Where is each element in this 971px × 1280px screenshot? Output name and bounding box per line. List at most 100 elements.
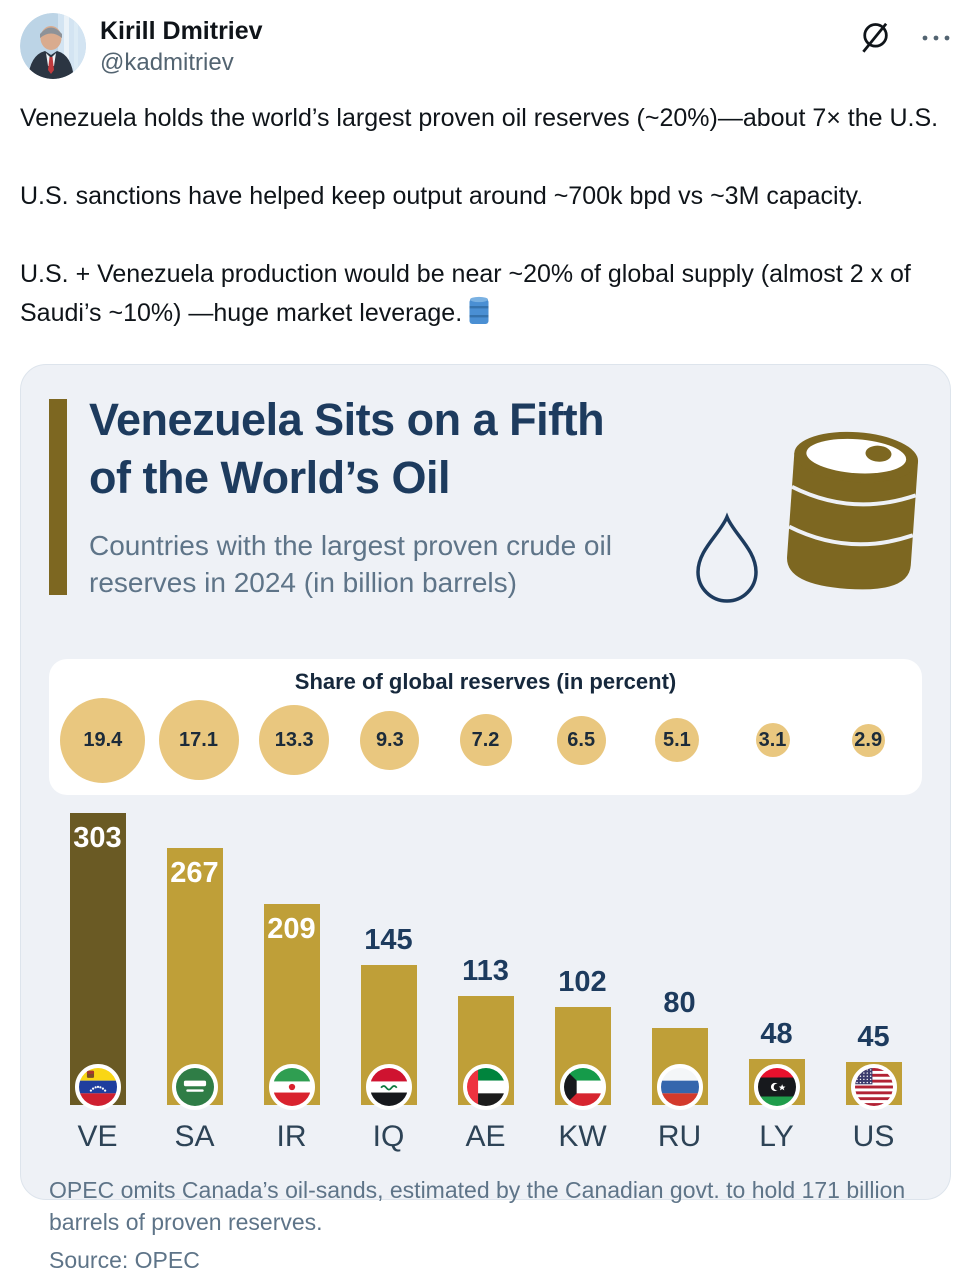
share-bubble-cell: 17.1 xyxy=(151,700,247,780)
share-value: 7.2 xyxy=(471,728,500,751)
flag-usa-icon xyxy=(850,1064,897,1110)
author-name[interactable]: Kirill Dmitriev xyxy=(100,17,263,45)
avatar-photo xyxy=(20,13,86,79)
share-value: 13.3 xyxy=(274,728,314,751)
share-bubble-VE: 19.4 xyxy=(60,697,146,783)
share-bubble-cell: 13.3 xyxy=(246,705,342,775)
bar-cell-KW: 102 KW xyxy=(534,805,631,1154)
share-value: 5.1 xyxy=(662,728,691,751)
share-value: 19.4 xyxy=(83,728,123,751)
oil-drop-icon xyxy=(696,512,758,603)
share-bubble-US: 2.9 xyxy=(851,723,885,757)
chart-title: Venezuela Sits on a Fifth of the World’s… xyxy=(89,391,922,507)
flag-venezuela-icon xyxy=(74,1064,121,1110)
country-code-LY: LY xyxy=(759,1120,794,1153)
bar-cell-AE: 113 AE xyxy=(437,805,534,1154)
bar-plot: 303 xyxy=(49,805,146,1110)
bar-cell-IR: 209 IR xyxy=(243,805,340,1154)
infographic-header: Venezuela Sits on a Fifth of the World’s… xyxy=(49,389,922,647)
share-value: 6.5 xyxy=(567,728,596,751)
share-bubble-cell: 3.1 xyxy=(725,723,821,757)
share-bubbles: 19.4 17.1 13.3 9.3 7.2 6.5 5.1 3.1 2.9 xyxy=(55,695,916,785)
flag-iran-icon xyxy=(268,1064,315,1110)
country-code-IR: IR xyxy=(276,1120,307,1153)
bar-cell-LY: 48 LY xyxy=(728,805,825,1154)
grok-icon xyxy=(862,22,888,53)
title-accent-bar xyxy=(49,399,67,595)
share-bubble-IR: 13.3 xyxy=(259,705,330,775)
tweet-paragraph-text: U.S. sanctions have helped keep output a… xyxy=(20,182,864,210)
share-bubble-RU: 5.1 xyxy=(654,718,699,762)
grok-button[interactable] xyxy=(853,16,897,60)
share-panel: Share of global reserves (in percent) 19… xyxy=(49,659,922,795)
bar-plot: 267 xyxy=(146,805,243,1110)
share-bubble-LY: 3.1 xyxy=(755,723,790,757)
bar-SA xyxy=(166,848,223,1105)
infographic-card[interactable]: Venezuela Sits on a Fifth of the World’s… xyxy=(20,364,951,1273)
flag-uae-icon xyxy=(462,1064,509,1110)
tweet-paragraph-text: Venezuela holds the world’s largest prov… xyxy=(20,104,939,132)
chart-title-line2: of the World’s Oil xyxy=(89,452,451,503)
oil-drum-emoji xyxy=(468,296,490,338)
bar-plot: 102 xyxy=(534,805,631,1110)
bar-cell-IQ: 145 IQ xyxy=(340,805,437,1154)
country-code-US: US xyxy=(852,1120,895,1153)
bar-value-RU: 80 xyxy=(663,987,696,1019)
chart-footnote: OPEC omits Canada’s oil-sands, estimated… xyxy=(49,1177,906,1235)
flag-russia-icon xyxy=(656,1064,703,1110)
bar-cell-SA: 267 SA xyxy=(146,805,243,1154)
bar-plot: 45 xyxy=(825,805,922,1110)
country-code-IQ: IQ xyxy=(372,1120,405,1153)
tweet-paragraph: U.S. + Venezuela production would be nea… xyxy=(20,255,951,338)
oil-barrel-icon xyxy=(696,431,919,603)
share-bubble-cell: 5.1 xyxy=(629,718,725,762)
bar-value-US: 45 xyxy=(857,1021,890,1053)
share-bubble-cell: 19.4 xyxy=(55,697,151,783)
tweet-header: Kirill Dmitriev @kadmitriev xyxy=(0,0,971,79)
chart-source: Source: OPEC xyxy=(49,1247,200,1273)
tweet-paragraph-text: U.S. + Venezuela production would be nea… xyxy=(20,260,911,327)
share-bubble-SA: 17.1 xyxy=(158,700,239,780)
tweet-paragraph: U.S. sanctions have helped keep output a… xyxy=(20,177,951,216)
share-value: 3.1 xyxy=(758,728,787,751)
flag-iraq-icon xyxy=(365,1064,412,1110)
bar-value-LY: 48 xyxy=(760,1018,793,1050)
tweet-paragraph: Venezuela holds the world’s largest prov… xyxy=(20,99,951,138)
bar-value-IR: 209 xyxy=(267,913,316,945)
share-value: 17.1 xyxy=(179,728,218,751)
bar-plot: 145 xyxy=(340,805,437,1110)
chart-subtitle: Countries with the largest proven crude … xyxy=(89,530,612,598)
bar-value-VE: 303 xyxy=(73,822,122,854)
bar-cell-RU: 80 RU xyxy=(631,805,728,1154)
country-code-RU: RU xyxy=(657,1120,702,1153)
share-bubble-cell: 9.3 xyxy=(342,710,438,770)
bar-VE xyxy=(69,813,126,1105)
bar-plot: 80 xyxy=(631,805,728,1110)
bar-plot: 113 xyxy=(437,805,534,1110)
more-button[interactable] xyxy=(917,28,955,48)
bar-cell-VE: 303 VE xyxy=(49,805,146,1154)
author-handle[interactable]: @kadmitriev xyxy=(100,49,234,76)
avatar[interactable] xyxy=(20,13,86,79)
share-value: 2.9 xyxy=(854,728,883,751)
country-code-AE: AE xyxy=(465,1120,506,1153)
share-panel-title: Share of global reserves (in percent) xyxy=(294,669,677,694)
bar-value-IQ: 145 xyxy=(364,924,413,956)
flag-kuwait-icon xyxy=(559,1064,606,1110)
tweet-text: Venezuela holds the world’s largest prov… xyxy=(0,79,971,338)
country-code-VE: VE xyxy=(77,1120,118,1153)
bar-value-AE: 113 xyxy=(462,955,509,987)
country-code-SA: SA xyxy=(174,1120,215,1153)
bar-value-SA: 267 xyxy=(170,857,219,889)
flag-libya-icon xyxy=(753,1064,800,1110)
country-code-KW: KW xyxy=(558,1120,607,1153)
share-bubble-KW: 6.5 xyxy=(556,715,606,765)
bar-cell-US: 45 US xyxy=(825,805,922,1154)
flag-saudi-arabia-icon xyxy=(171,1064,218,1110)
share-bubble-AE: 7.2 xyxy=(459,714,512,766)
share-value: 9.3 xyxy=(375,728,404,751)
share-bubble-IQ: 9.3 xyxy=(360,710,420,770)
share-bubble-cell: 7.2 xyxy=(438,714,534,766)
bar-plot: 209 xyxy=(243,805,340,1110)
chart-title-line1: Venezuela Sits on a Fifth xyxy=(89,394,605,445)
